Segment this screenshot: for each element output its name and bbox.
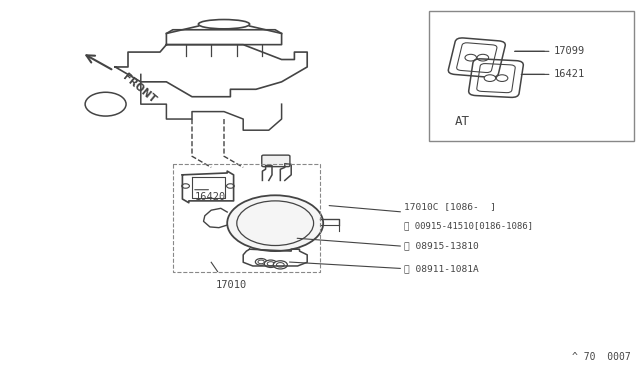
Circle shape [273, 261, 287, 269]
FancyBboxPatch shape [262, 155, 290, 167]
Text: Ⓦ 08915-13810: Ⓦ 08915-13810 [404, 241, 479, 250]
Ellipse shape [198, 19, 250, 29]
Circle shape [465, 54, 476, 61]
Circle shape [85, 92, 126, 116]
Text: 17010C [1086-  ]: 17010C [1086- ] [404, 202, 497, 211]
Circle shape [484, 75, 496, 81]
Circle shape [182, 184, 189, 188]
Circle shape [255, 259, 267, 265]
Text: 16420: 16420 [195, 192, 225, 202]
Circle shape [227, 195, 323, 251]
Text: 16421: 16421 [554, 70, 585, 79]
Text: FRONT: FRONT [120, 72, 157, 105]
Text: ^ 70  0007: ^ 70 0007 [572, 352, 630, 362]
Text: Ⓝ 08911-1081A: Ⓝ 08911-1081A [404, 264, 479, 273]
Circle shape [227, 184, 234, 188]
Bar [429, 11, 634, 141]
Circle shape [477, 54, 489, 61]
Text: 17099: 17099 [554, 46, 585, 56]
Text: 17010: 17010 [216, 280, 247, 290]
Circle shape [264, 260, 277, 267]
Text: AT: AT [454, 115, 469, 128]
Text: Ⓦ 00915-41510[0186-1086]: Ⓦ 00915-41510[0186-1086] [404, 221, 534, 230]
Circle shape [497, 75, 508, 81]
